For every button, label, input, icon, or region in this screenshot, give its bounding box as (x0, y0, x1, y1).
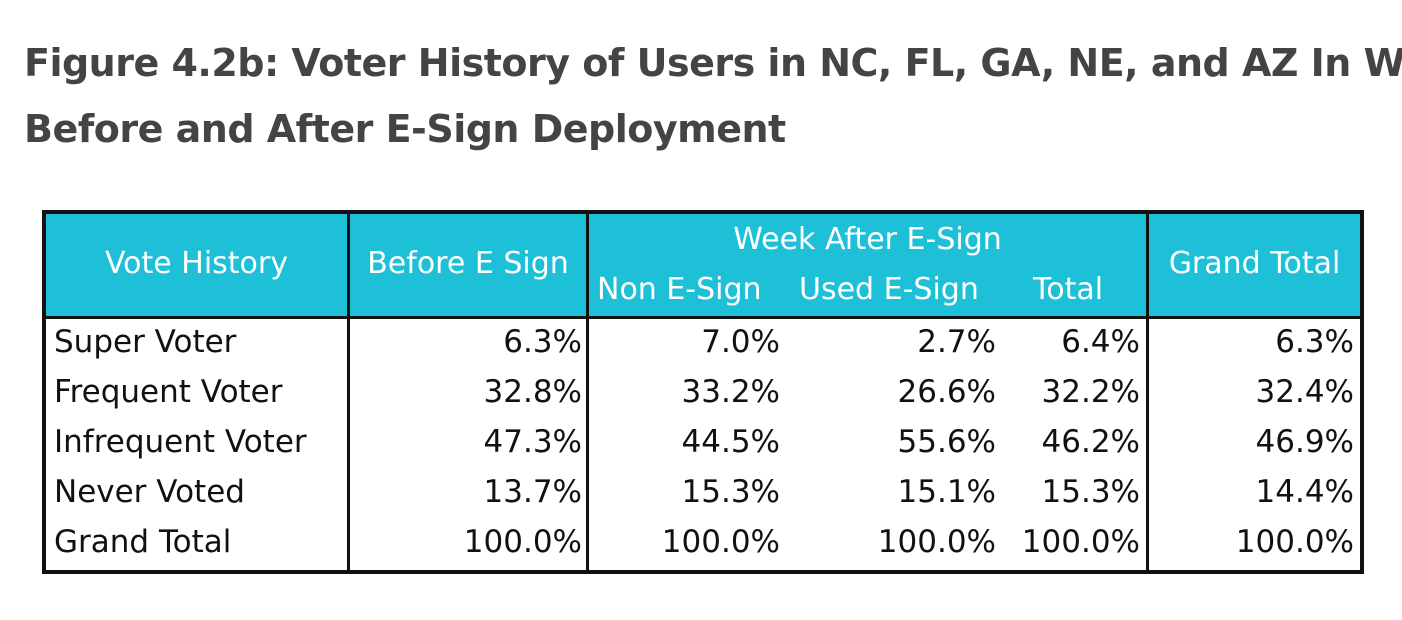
cell-grand-total: 6.3% (1275, 324, 1354, 360)
cell-total: 15.3% (1041, 474, 1140, 510)
cell-used-esign: 55.6% (897, 424, 996, 460)
cell-total: 6.4% (1061, 324, 1140, 360)
cell-grand-total: 32.4% (1255, 374, 1354, 410)
cell-used-esign: 26.6% (897, 374, 996, 410)
cell-total: 46.2% (1041, 424, 1140, 460)
cell-before: 100.0% (463, 524, 582, 560)
cell-non-esign: 7.0% (701, 324, 780, 360)
row-label: Infrequent Voter (54, 424, 307, 460)
cell-used-esign: 2.7% (917, 324, 996, 360)
cell-non-esign: 33.2% (681, 374, 780, 410)
row-label: Never Voted (54, 474, 245, 510)
figure-title-line-2: Before and After E-Sign Deployment (24, 107, 786, 151)
cell-used-esign: 15.1% (897, 474, 996, 510)
cell-grand-total: 14.4% (1255, 474, 1354, 510)
header-grand-total: Grand Total (1149, 214, 1360, 316)
row-label: Frequent Voter (54, 374, 283, 410)
cell-grand-total: 46.9% (1255, 424, 1354, 460)
cell-before: 13.7% (483, 474, 582, 510)
cell-total: 32.2% (1041, 374, 1140, 410)
cell-before: 32.8% (483, 374, 582, 410)
cell-non-esign: 100.0% (661, 524, 780, 560)
cell-used-esign: 100.0% (877, 524, 996, 560)
cell-before: 6.3% (503, 324, 582, 360)
header-before-label: Before E Sign (367, 246, 569, 281)
cell-before: 47.3% (483, 424, 582, 460)
cell-non-esign: 15.3% (681, 474, 780, 510)
header-grand-total-label: Grand Total (1168, 246, 1341, 281)
header-week-after: Week After E-Sign Non E-Sign Used E-Sign… (589, 214, 1146, 316)
row-label: Grand Total (54, 524, 232, 560)
column-divider (1146, 214, 1149, 570)
cell-total: 100.0% (1021, 524, 1140, 560)
figure-title: Figure 4.2b: Voter History of Users in N… (24, 30, 1402, 162)
header-non-esign-label: Non E-Sign (597, 272, 762, 307)
column-divider (347, 214, 350, 570)
header-before: Before E Sign (350, 214, 586, 316)
voter-history-table: Vote History Before E Sign Week After E-… (42, 210, 1364, 574)
row-label: Super Voter (54, 324, 237, 360)
figure-title-line-1: Figure 4.2b: Voter History of Users in N… (24, 41, 1402, 85)
header-week-after-label: Week After E-Sign (733, 222, 1002, 257)
header-divider (46, 316, 1360, 319)
header-vote-history: Vote History (46, 214, 347, 316)
header-used-esign-label: Used E-Sign (799, 272, 979, 307)
column-divider (586, 214, 589, 570)
cell-non-esign: 44.5% (681, 424, 780, 460)
header-vote-history-label: Vote History (104, 246, 289, 281)
header-total-label: Total (1033, 272, 1104, 307)
cell-grand-total: 100.0% (1235, 524, 1354, 560)
